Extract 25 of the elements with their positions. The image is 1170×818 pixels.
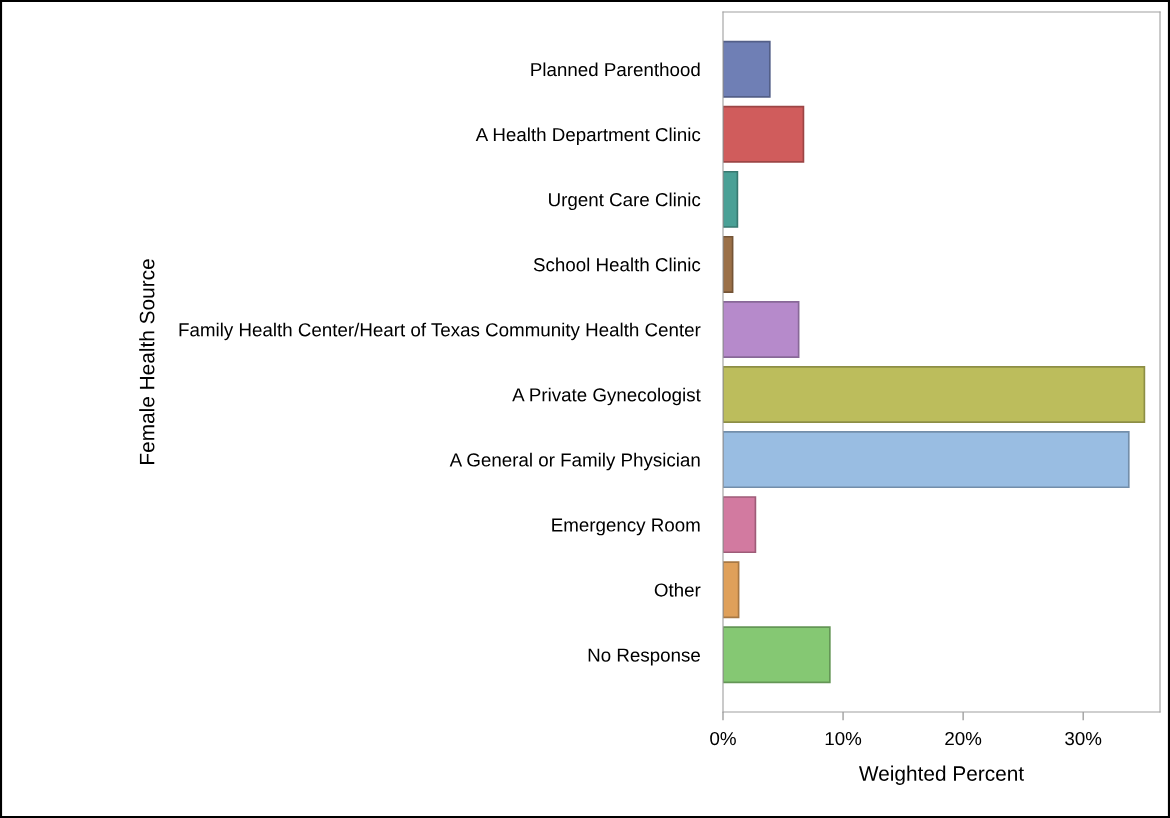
x-tick-label: 0% (710, 731, 736, 746)
x-tick-label: 20% (945, 731, 982, 746)
bar (723, 431, 1130, 489)
x-axis-title: Weighted Percent (858, 765, 1024, 786)
bar (723, 170, 739, 228)
y-tick-label: Other (654, 582, 701, 597)
y-tick-label: School Health Clinic (533, 257, 701, 272)
y-tick-label: Planned Parenthood (531, 62, 700, 77)
x-tick-label: 30% (1065, 731, 1102, 746)
bar (723, 366, 1146, 424)
bar (723, 105, 805, 163)
y-tick-label: Emergency Room (552, 518, 700, 536)
bar (723, 496, 757, 554)
y-axis-title: Female Health Source (139, 259, 155, 464)
y-tick-label: No Response (588, 648, 700, 666)
bar (723, 561, 740, 619)
y-tick-label: Urgent Care Clinic (549, 192, 701, 211)
y-tick-label: A Private Gynecologist (512, 387, 701, 406)
bar (723, 300, 800, 358)
bar (723, 40, 771, 98)
y-tick-label: A Health Department Clinic (475, 127, 701, 145)
y-tick-label: A General or Family Physician (449, 452, 700, 471)
x-tick-label: 10% (825, 731, 862, 746)
bar (723, 626, 831, 684)
y-tick-label: Family Health Center/Heart of Texas Community Health Center (179, 322, 701, 341)
